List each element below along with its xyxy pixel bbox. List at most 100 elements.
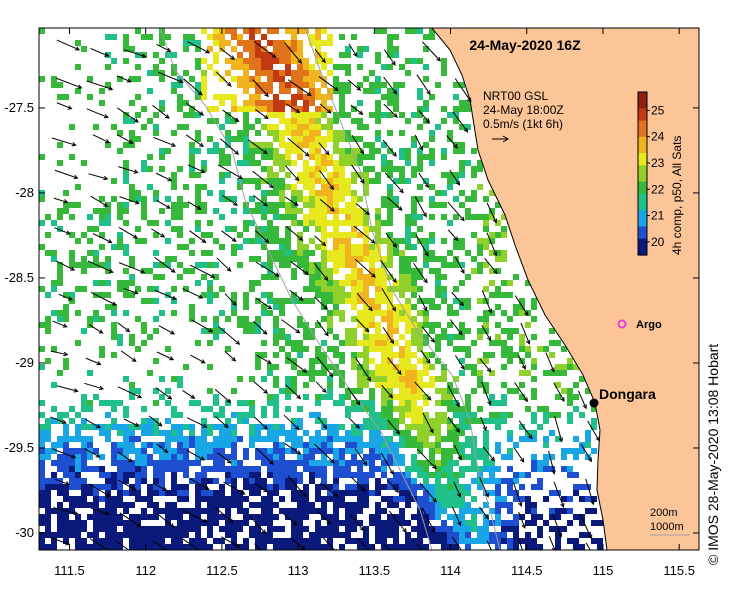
sst-cell [39,514,45,520]
sst-cell [201,478,207,484]
sst-cell [165,508,171,514]
sst-cell [453,520,459,526]
sst-cell [333,142,339,148]
sst-cell [411,304,417,310]
wind-arrow [253,40,277,59]
sst-cell [225,154,231,160]
sst-cell [219,436,225,442]
sst-cell [303,496,309,502]
sst-cell [369,256,375,262]
sst-cell [387,544,393,550]
sst-cell [195,460,201,466]
sst-cell [429,472,435,478]
sst-cell [411,232,417,238]
sst-cell [321,160,327,166]
sst-cell [309,334,315,340]
sst-cell [549,526,555,532]
sst-cell [123,34,129,40]
sst-cell [75,526,81,532]
wind-arrow [185,134,205,148]
sst-cell [291,514,297,520]
wind-arrow [222,109,240,123]
sst-cell [465,502,471,508]
sst-cell [303,448,309,454]
sst-cell [81,538,87,544]
sst-cell [315,394,321,400]
sst-cell [339,256,345,262]
sst-cell [93,466,99,472]
sst-cell [333,220,339,226]
sst-cell [231,502,237,508]
sst-cell [285,388,291,394]
sst-cell [513,526,519,532]
sst-cell [429,202,435,208]
wind-arrow [384,172,404,194]
sst-cell [111,178,117,184]
sst-cell [357,100,363,106]
sst-cell [183,34,189,40]
sst-cell [159,478,165,484]
sst-cell [189,436,195,442]
sst-cell [279,166,285,172]
sst-cell [483,538,489,544]
sst-cell [321,202,327,208]
sst-cell [195,490,201,496]
sst-cell [135,472,141,478]
sst-cell [351,436,357,442]
sst-cell [177,448,183,454]
sst-cell [165,292,171,298]
wind-arrow [416,74,431,96]
sst-cell [129,262,135,268]
sst-cell [285,82,291,88]
sst-cell [93,280,99,286]
sst-cell [405,214,411,220]
sst-cell [255,448,261,454]
sst-cell [369,424,375,430]
map-title: 24-May-2020 16Z [469,37,581,53]
sst-cell [369,418,375,424]
sst-cell [429,304,435,310]
sst-cell [309,88,315,94]
sst-cell [369,250,375,256]
sst-cell [183,526,189,532]
sst-cell [105,82,111,88]
sst-cell [279,52,285,58]
wind-arrow [255,109,269,120]
sst-cell [51,448,57,454]
sst-cell [267,292,273,298]
sst-cell [123,526,129,532]
sst-cell [141,202,147,208]
sst-cell [591,424,597,430]
sst-cell [369,298,375,304]
sst-cell [195,538,201,544]
sst-cell [465,274,471,280]
sst-cell [447,448,453,454]
sst-cell [153,460,159,466]
sst-cell [459,514,465,520]
sst-cell [189,508,195,514]
sst-cell [81,256,87,262]
sst-cell [123,460,129,466]
sst-cell [285,88,291,94]
sst-cell [351,298,357,304]
sst-cell [123,520,129,526]
sst-cell [519,484,525,490]
sst-cell [123,40,129,46]
sst-cell [333,172,339,178]
sst-cell [501,418,507,424]
sst-cell [63,514,69,520]
sst-cell [423,238,429,244]
sst-cell [351,202,357,208]
sst-cell [453,448,459,454]
sst-cell [135,478,141,484]
sst-cell [411,28,417,34]
sst-cell [195,496,201,502]
sst-cell [207,328,213,334]
sst-cell [117,244,123,250]
sst-cell [243,496,249,502]
sst-cell [411,454,417,460]
sst-cell [123,376,129,382]
sst-cell [447,172,453,178]
wind-arrow [289,290,304,301]
